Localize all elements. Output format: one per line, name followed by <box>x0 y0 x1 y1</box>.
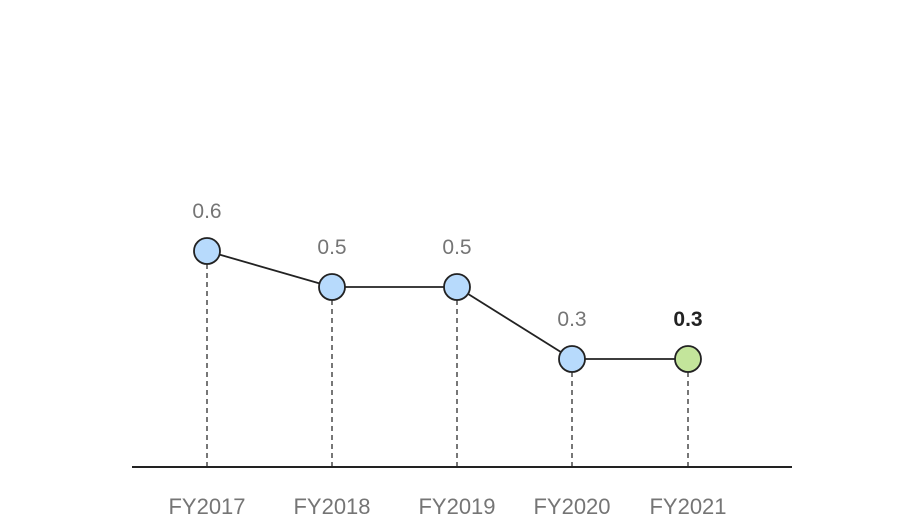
data-point-fy2020 <box>558 345 586 373</box>
tick-label-fy2019: FY2019 <box>418 494 495 519</box>
data-point-fy2021 <box>674 345 702 373</box>
tick-label-fy2020: FY2020 <box>533 494 610 519</box>
value-label-fy2017: 0.6 <box>192 200 221 223</box>
value-label-fy2019: 0.5 <box>442 236 471 259</box>
data-points <box>193 237 702 373</box>
value-label-fy2021: 0.3 <box>673 308 702 331</box>
value-label-fy2020: 0.3 <box>557 308 586 331</box>
series-line <box>206 250 688 360</box>
value-label-fy2018: 0.5 <box>317 236 346 259</box>
tick-label-fy2018: FY2018 <box>293 494 370 519</box>
data-point-fy2019 <box>443 273 471 301</box>
data-point-fy2018 <box>318 273 346 301</box>
value-labels: 0.6 0.5 0.5 0.3 0.3 <box>192 200 702 331</box>
tick-label-fy2021: FY2021 <box>649 494 726 519</box>
x-tick-labels: FY2017 FY2018 FY2019 FY2020 FY2021 <box>168 494 726 519</box>
line-segment-1 <box>206 250 333 288</box>
line-segment-3 <box>456 286 573 360</box>
tick-label-fy2017: FY2017 <box>168 494 245 519</box>
drop-lines <box>206 264 689 467</box>
data-point-fy2017 <box>193 237 221 265</box>
